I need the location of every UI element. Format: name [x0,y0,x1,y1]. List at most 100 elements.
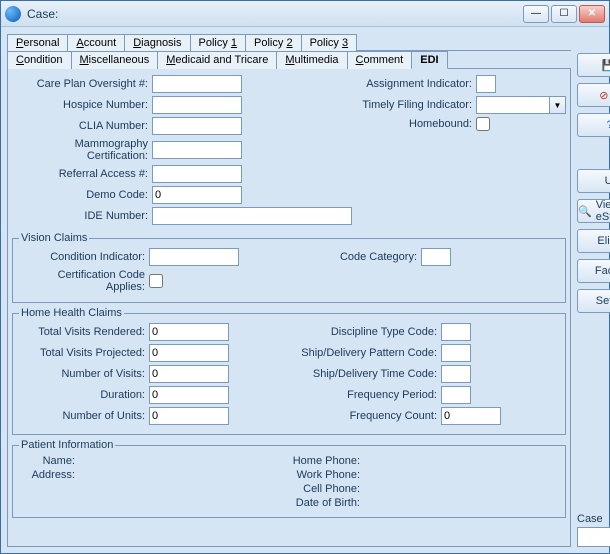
mammography-cert-input[interactable] [152,141,242,159]
help-button[interactable]: ?Help [577,113,610,137]
window-controls: — ☐ ✕ [523,5,605,23]
assignment-indicator-input[interactable] [476,75,496,93]
duration-input[interactable] [149,386,229,404]
window-title: Case: [27,7,523,21]
patient-name [79,455,274,467]
condition-indicator-input[interactable] [149,248,239,266]
label: Address: [19,469,79,481]
tab-multimedia[interactable]: Multimedia [276,51,347,69]
cert-applies-checkbox[interactable] [149,274,163,288]
tab-personal[interactable]: Personal [7,34,68,51]
vision-claims-group: Vision Claims Condition Indicator: Code … [12,232,566,303]
face-sheet-button[interactable]: Face Sheet [577,259,610,283]
label: Discipline Type Code: [291,326,441,338]
left-panel: PersonalAccountDiagnosisPolicy 1Policy 2… [7,33,571,547]
label: Frequency Count: [291,410,441,422]
app-icon [5,6,21,22]
tabs-row-1: PersonalAccountDiagnosisPolicy 1Policy 2… [7,33,571,51]
hospice-number-input[interactable] [152,96,242,114]
label: Total Visits Rendered: [19,326,149,338]
tab-policy-2[interactable]: Policy 2 [245,34,302,51]
label: Assignment Indicator: [356,78,476,90]
tab-diagnosis[interactable]: Diagnosis [124,34,190,51]
patient-address [79,469,274,481]
minimize-button[interactable]: — [523,5,549,23]
label: Certification Code Applies: [19,269,149,293]
label: Homebound: [356,118,476,130]
demo-code-input[interactable] [152,186,242,204]
label: Number of Visits: [19,368,149,380]
patient-cell-phone [364,483,559,495]
timely-filing-input[interactable] [476,96,550,114]
label: Timely Filing Indicator: [356,99,476,111]
label: Name: [19,455,79,467]
label: Referral Access #: [12,168,152,180]
label: Code Category: [291,251,421,263]
ub04-button[interactable]: UB04... [577,169,610,193]
titlebar: Case: — ☐ ✕ [1,1,609,27]
tab-policy-1[interactable]: Policy 1 [190,34,247,51]
chevron-down-icon[interactable]: ▼ [550,96,566,114]
ship-time-input[interactable] [441,365,471,383]
patient-dob [364,497,559,509]
cancel-button[interactable]: ⊘Cancel [577,83,610,107]
tab-edi[interactable]: EDI [411,51,447,69]
label: Hospice Number: [12,99,152,111]
close-button[interactable]: ✕ [579,5,605,23]
homebound-checkbox[interactable] [476,117,490,131]
label: Date of Birth: [274,497,364,509]
window-body: PersonalAccountDiagnosisPolicy 1Policy 2… [1,27,609,553]
label: Demo Code: [12,189,152,201]
edi-top-grid: Care Plan Oversight #: Hospice Number: C… [12,75,566,228]
frequency-count-input[interactable] [441,407,501,425]
maximize-button[interactable]: ☐ [551,5,577,23]
cancel-icon: ⊘ [597,88,610,102]
label: Care Plan Oversight #: [12,78,152,90]
label: Work Phone: [274,469,364,481]
tab-miscellaneous[interactable]: Miscellaneous [71,51,159,69]
tab-condition[interactable]: Condition [7,51,72,69]
view-estatements-button[interactable]: 🔍View eStatements [577,199,610,223]
label: IDE Number: [12,210,152,222]
label: Frequency Period: [291,389,441,401]
number-of-units-input[interactable] [149,407,229,425]
hhc-legend: Home Health Claims [19,307,124,319]
search-icon: 🔍 [578,204,592,218]
referral-access-input[interactable] [152,165,242,183]
help-icon: ? [603,118,610,132]
tab-policy-3[interactable]: Policy 3 [301,34,358,51]
label: Ship/Delivery Time Code: [291,368,441,380]
discipline-type-input[interactable] [441,323,471,341]
case-value-input[interactable] [577,527,610,547]
label: Home Phone: [274,455,364,467]
case-label: Case [577,513,610,525]
tab-account[interactable]: Account [67,34,125,51]
timely-filing-combo[interactable]: ▼ [476,96,566,114]
tab-medicaid-and-tricare[interactable]: Medicaid and Tricare [157,51,277,69]
total-visits-projected-input[interactable] [149,344,229,362]
edi-pane: Care Plan Oversight #: Hospice Number: C… [7,69,571,547]
label: Duration: [19,389,149,401]
save-button[interactable]: 💾Save [577,53,610,77]
patient-info-group: Patient Information Name:Home Phone: Add… [12,439,566,518]
label: Total Visits Projected: [19,347,149,359]
case-spinner: Case ▲ ▼ 🔍 [577,513,610,547]
label: Mammography Certification: [12,138,152,162]
right-panel: 💾Save ⊘Cancel ?Help UB04... 🔍View eState… [577,33,610,547]
number-of-visits-input[interactable] [149,365,229,383]
code-category-input[interactable] [421,248,451,266]
ship-pattern-input[interactable] [441,344,471,362]
eligibility-button[interactable]: Eligibility... [577,229,610,253]
label: Number of Units: [19,410,149,422]
ide-number-input[interactable] [152,207,352,225]
tab-comment[interactable]: Comment [347,51,413,69]
case-window: Case: — ☐ ✕ PersonalAccountDiagnosisPoli… [0,0,610,554]
save-icon: 💾 [601,58,610,72]
clia-number-input[interactable] [152,117,242,135]
care-plan-oversight-input[interactable] [152,75,242,93]
set-default-button[interactable]: Set Default [577,289,610,313]
tabs-row-2: ConditionMiscellaneousMedicaid and Trica… [7,50,571,69]
patient-work-phone [364,469,559,481]
total-visits-rendered-input[interactable] [149,323,229,341]
frequency-period-input[interactable] [441,386,471,404]
